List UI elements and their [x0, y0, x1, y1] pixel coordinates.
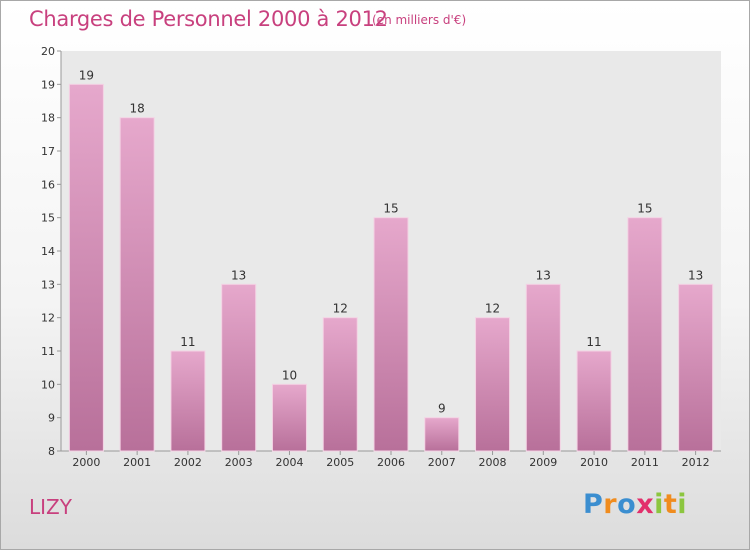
- bar-2007: [424, 417, 460, 452]
- y-tick-label: 11: [41, 345, 55, 358]
- bar-2002: [170, 350, 206, 452]
- bar-2004: [271, 383, 307, 452]
- logo-letter: i: [654, 489, 664, 520]
- data-label-2007: 9: [438, 402, 446, 416]
- logo-letter: P: [583, 489, 604, 520]
- x-tick-label-2004: 2004: [275, 456, 303, 469]
- bar-2010: [576, 350, 612, 452]
- data-label-2009: 13: [536, 268, 551, 282]
- x-tick-label-2010: 2010: [580, 456, 608, 469]
- y-tick-label: 15: [41, 212, 55, 225]
- x-tick-label-2007: 2007: [428, 456, 456, 469]
- logo-letter: o: [617, 489, 637, 520]
- y-tick-label: 9: [48, 412, 55, 425]
- y-tick-label: 17: [41, 145, 55, 158]
- data-label-2006: 15: [383, 202, 398, 216]
- x-tick-label-2002: 2002: [174, 456, 202, 469]
- y-tick-label: 16: [41, 178, 55, 191]
- y-tick-label: 20: [41, 45, 55, 58]
- data-label-2002: 11: [180, 335, 195, 349]
- data-label-2001: 18: [130, 102, 145, 116]
- x-tick-label-2000: 2000: [72, 456, 100, 469]
- y-tick-label: 8: [48, 445, 55, 458]
- y-tick-label: 10: [41, 378, 55, 391]
- bar-2001: [119, 117, 155, 452]
- data-label-2012: 13: [688, 268, 703, 282]
- bar-2009: [525, 283, 561, 452]
- x-tick-label-2001: 2001: [123, 456, 151, 469]
- data-label-2010: 11: [586, 335, 601, 349]
- x-tick-label-2009: 2009: [529, 456, 557, 469]
- x-tick-label-2005: 2005: [326, 456, 354, 469]
- proxiti-logo: Proxiti: [583, 489, 687, 520]
- x-tick-label-2011: 2011: [631, 456, 659, 469]
- x-tick-label-2003: 2003: [225, 456, 253, 469]
- data-label-2008: 12: [485, 302, 500, 316]
- bar-2005: [322, 317, 358, 452]
- y-tick-label: 13: [41, 278, 55, 291]
- logo-letter: i: [677, 489, 688, 520]
- bar-2012: [678, 283, 714, 452]
- bar-2006: [373, 217, 409, 452]
- data-label-2005: 12: [333, 302, 348, 316]
- y-tick-label: 12: [41, 312, 55, 325]
- data-label-2011: 15: [637, 202, 652, 216]
- x-tick-label-2012: 2012: [682, 456, 710, 469]
- y-tick-label: 14: [41, 245, 55, 258]
- data-label-2003: 13: [231, 268, 246, 282]
- y-tick-label: 18: [41, 112, 55, 125]
- chart-title: Charges de Personnel 2000 à 2012: [29, 7, 388, 31]
- x-tick-label-2008: 2008: [479, 456, 507, 469]
- x-tick-label-2006: 2006: [377, 456, 405, 469]
- chart-subtitle: (en milliers d'€): [372, 13, 467, 27]
- data-label-2000: 19: [79, 68, 94, 82]
- logo-letter: x: [636, 489, 655, 520]
- bar-2003: [221, 283, 257, 452]
- bar-2008: [475, 317, 511, 452]
- y-tick-label: 19: [41, 78, 55, 91]
- bar-2000: [68, 83, 104, 452]
- logo-letter: t: [663, 489, 678, 520]
- data-label-2004: 10: [282, 368, 297, 382]
- logo-letter: r: [603, 489, 618, 520]
- bar-2011: [627, 217, 663, 452]
- commune-name: LIZY: [29, 495, 72, 519]
